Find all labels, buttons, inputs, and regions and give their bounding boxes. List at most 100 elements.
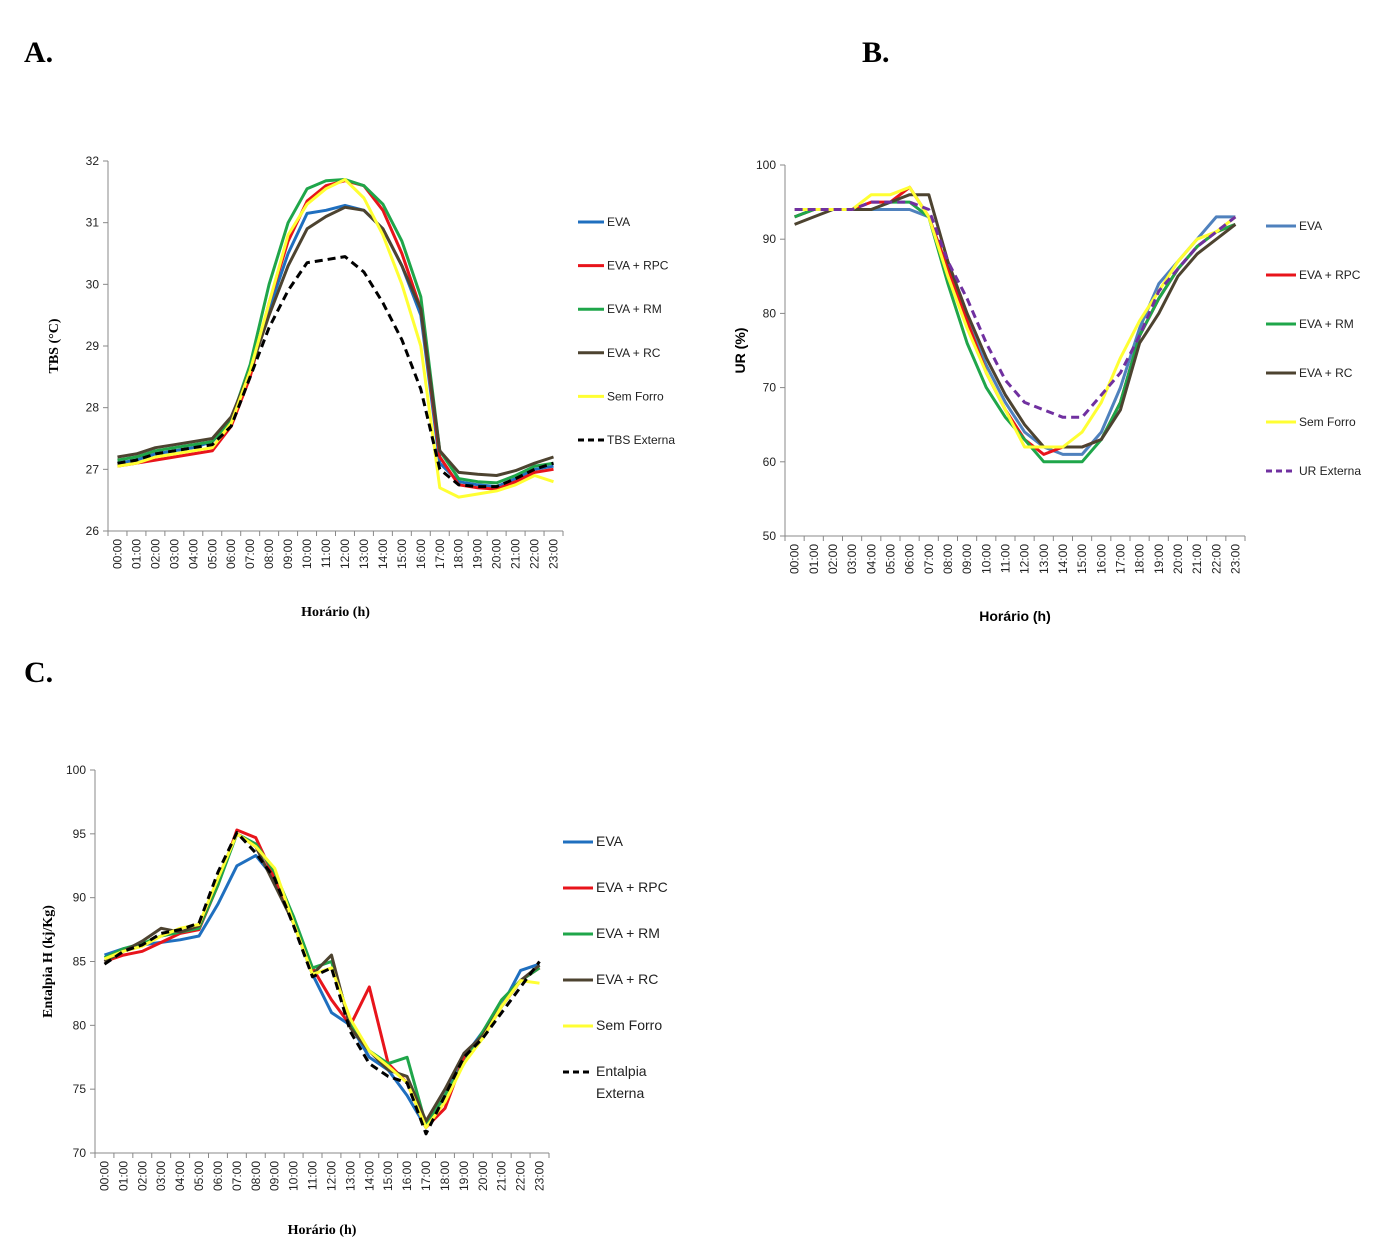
x-tick-label: 17:00 [433,539,447,569]
x-tick-label: 19:00 [471,539,485,569]
x-tick-label: 14:00 [362,1161,376,1191]
x-tick-label: 17:00 [419,1161,433,1191]
x-tick-label: 00:00 [97,1161,111,1191]
series-line-eva-rc [117,205,554,477]
x-tick-label: 01:00 [129,539,143,569]
y-tick-label: 29 [86,339,100,353]
legend-label: EVA [1299,219,1322,233]
x-tick-label: 16:00 [400,1161,414,1191]
y-tick-label: 80 [763,306,777,320]
y-tick-label: 28 [86,401,100,415]
x-tick-label: 16:00 [1094,544,1108,574]
series-line-sem-forro [103,832,540,1129]
x-tick-label: 11:00 [306,1161,320,1190]
x-tick-label: 03:00 [154,1161,168,1191]
legend-label: EVA + RPC [596,879,668,895]
legend-label: EVA + RM [607,302,662,316]
x-tick-label: 10:00 [300,539,314,569]
x-tick-label: 03:00 [845,544,859,574]
series-line-eva-rpc [104,828,541,1129]
series-line-eva [104,854,540,1129]
legend-label: EVA + RM [1299,317,1354,331]
x-tick-label: 06:00 [903,544,917,574]
y-axis-title: TBS (°C) [47,318,62,373]
legend: EVA EVA + RPC EVA + RM EVA + RC Sem Forro Ent… [563,833,668,1101]
y-tick-label: 50 [763,529,777,543]
x-tick-label: 07:00 [922,544,936,574]
x-tick-label: 05:00 [205,539,219,569]
x-tick-label: 04:00 [186,539,200,569]
x-tick-label: 21:00 [495,1161,509,1191]
x-tick-label: 22:00 [1209,544,1223,574]
series-line-eva [117,203,554,489]
series-line-eva-rc [794,193,1237,449]
x-axis-title: Horário (h) [288,1223,357,1238]
x-tick-label: 20:00 [490,539,504,569]
x-tick-label: 18:00 [438,1161,452,1191]
x-tick-label: 09:00 [960,544,974,574]
y-tick-label: 31 [86,216,100,230]
x-tick-label: 13:00 [343,1161,357,1191]
x-tick-label: 02:00 [135,1161,149,1191]
series-line-eva [794,208,1236,456]
x-tick-label: 07:00 [243,539,257,569]
legend: EVA EVA + RPC EVA + RM EVA + RC Sem Forro UR … [1266,219,1361,478]
x-tick-label: 12:00 [338,539,352,569]
x-tick-label: 18:00 [452,539,466,569]
x-tick-label: 09:00 [268,1161,282,1191]
x-tick-label: 21:00 [509,539,523,569]
series-line-eva-rm [117,178,554,485]
x-tick-label: 19:00 [457,1161,471,1191]
legend-label: EVA + RC [1299,366,1353,380]
x-tick-label: 13:00 [357,539,371,569]
y-tick-label: 85 [73,955,87,969]
legend-label: Sem Forro [596,1017,662,1033]
x-tick-label: 23:00 [547,539,561,569]
series-line-eva-rpc [794,185,1236,456]
x-tick-label: 11:00 [319,539,333,568]
series-line-entalpia-externa [103,831,541,1136]
x-tick-label: 10:00 [287,1161,301,1191]
y-tick-label: 32 [86,154,100,168]
x-tick-label: 12:00 [324,1161,338,1191]
x-tick-label: 15:00 [395,539,409,569]
x-tick-label: 22:00 [528,539,542,569]
y-tick-label: 80 [73,1018,87,1032]
x-tick-label: 14:00 [376,539,390,569]
x-tick-label: 20:00 [476,1161,490,1191]
x-tick-label: 10:00 [979,544,993,574]
y-tick-label: 27 [86,462,100,476]
x-tick-label: 08:00 [249,1161,263,1191]
x-tick-label: 01:00 [116,1161,130,1191]
x-tick-label: 15:00 [381,1161,395,1191]
x-tick-label: 11:00 [998,544,1012,573]
legend-label: EVA [607,215,630,229]
y-tick-label: 100 [756,158,776,172]
legend-label: EVA + RPC [1299,268,1361,282]
x-tick-label: 02:00 [148,539,162,569]
y-tick-label: 70 [763,381,777,395]
legend-label: Externa [596,1085,644,1101]
x-tick-label: 00:00 [110,539,124,569]
legend-label: Entalpia [596,1063,647,1079]
legend-label: EVA + RM [596,925,660,941]
panel-label-a: A. [24,36,54,69]
x-tick-label: 14:00 [1056,544,1070,574]
chart-b: 50 60 70 80 90 100 00:00 01:00 02:00 03:00 04:00 05… [732,158,1361,624]
x-tick-label: 06:00 [224,539,238,569]
y-tick-label: 90 [763,232,777,246]
x-tick-label: 22:00 [514,1161,528,1191]
x-axis-title: Horário (h) [979,608,1051,624]
x-tick-label: 12:00 [1018,544,1032,574]
y-tick-label: 26 [86,524,100,538]
x-tick-label: 00:00 [788,544,802,574]
x-tick-label: 21:00 [1190,544,1204,574]
legend: EVA EVA + RPC EVA + RM EVA + RC Sem Forro TBS… [578,215,675,447]
x-tick-label: 17:00 [1113,544,1127,574]
x-tick-label: 23:00 [533,1161,547,1191]
y-tick-label: 100 [66,763,86,777]
x-tick-label: 04:00 [864,544,878,574]
x-tick-label: 01:00 [807,544,821,574]
legend-label: EVA + RC [607,346,661,360]
